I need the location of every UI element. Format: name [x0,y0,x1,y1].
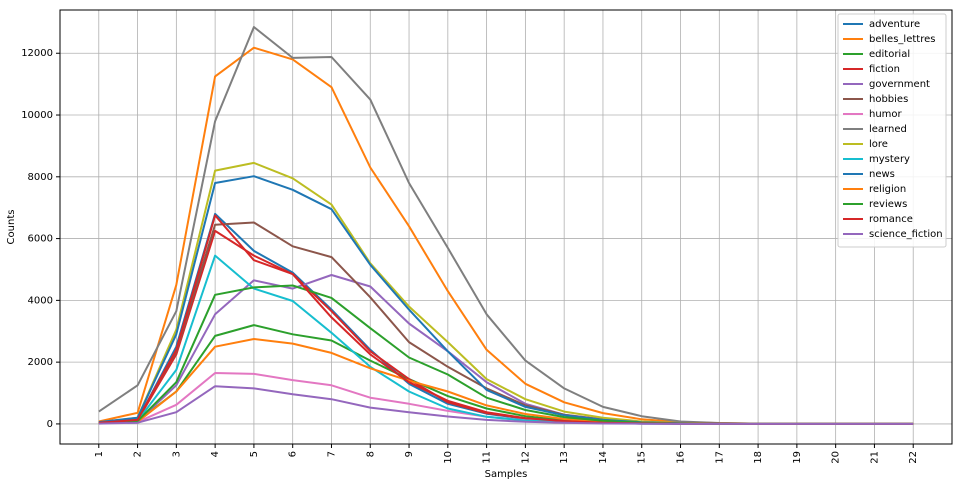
x-tick-label: 15 [637,451,648,464]
x-axis-label: Samples [485,469,528,480]
x-tick-label: 8 [365,451,376,457]
x-tick-label: 21 [869,451,880,464]
y-tick-label: 6000 [28,234,53,245]
legend-box [837,13,947,248]
x-axis-ticks: 1 2 3 4 5 6 7 8 9 10 11 12 13 14 15 16 17 18 19 20 21 22 [94,444,919,464]
y-tick-label: 12000 [21,48,53,59]
series-lines [98,26,914,425]
plot-frame [59,9,953,445]
y-tick-label: 10000 [21,110,53,121]
series-line-reviews [98,284,914,425]
x-tick-label: 13 [559,451,570,464]
series-line-government [98,274,914,425]
y-tick-label: 8000 [28,172,53,183]
x-tick-label: 10 [443,451,454,464]
x-tick-label: 7 [326,451,337,457]
x-tick-label: 22 [908,451,919,464]
x-tick-label: 5 [249,451,260,457]
legend-label: romance [869,214,913,225]
x-tick-label: 16 [676,451,687,464]
x-tick-label: 12 [520,451,531,464]
y-axis-label: Counts [6,210,17,245]
legend-label: government [869,79,930,90]
legend-label: hobbies [869,94,908,105]
legend-label: reviews [869,199,907,210]
x-tick-label: 14 [598,451,609,464]
legend-label: editorial [869,49,910,60]
legend-label: religion [869,184,906,195]
legend: adventure belles_lettres editorial fiction g… [837,13,947,248]
series-line-science-fiction [98,385,914,425]
legend-label: mystery [869,154,910,165]
x-tick-label: 2 [133,451,144,457]
x-tick-label: 18 [753,451,764,464]
legend-label: news [869,169,895,180]
x-tick-label: 11 [482,451,493,464]
legend-label: fiction [869,64,900,75]
x-tick-label: 4 [210,451,221,457]
legend-label: humor [869,109,903,120]
x-tick-label: 6 [288,451,299,457]
y-tick-label: 4000 [28,295,53,306]
legend-label: adventure [869,19,920,30]
y-tick-label: 2000 [28,357,53,368]
x-tick-label: 3 [171,451,182,457]
legend-label: learned [869,124,907,135]
x-tick-label: 9 [404,451,415,457]
series-line-learned [98,26,914,425]
series-line-religion [98,338,914,425]
x-tick-label: 19 [792,451,803,464]
x-tick-label: 1 [94,451,105,457]
legend-label: science_fiction [869,229,943,240]
x-tick-label: 20 [831,451,842,464]
y-axis-ticks: 0 2000 4000 6000 8000 10000 12000 [21,48,60,430]
y-tick-label: 0 [47,419,53,430]
x-tick-label: 17 [714,451,725,464]
legend-label: lore [869,139,888,150]
legend-label: belles_lettres [869,34,935,45]
